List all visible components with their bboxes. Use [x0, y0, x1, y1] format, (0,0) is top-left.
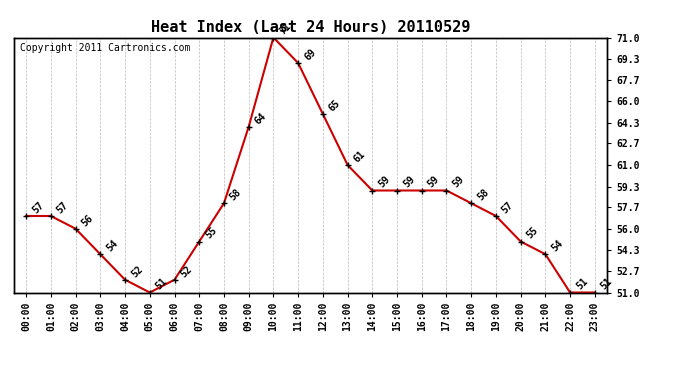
Title: Heat Index (Last 24 Hours) 20110529: Heat Index (Last 24 Hours) 20110529: [151, 20, 470, 35]
Text: 55: 55: [525, 225, 540, 241]
Text: 51: 51: [599, 276, 614, 292]
Text: 57: 57: [500, 200, 515, 215]
Text: 57: 57: [55, 200, 70, 215]
Text: 54: 54: [104, 238, 120, 254]
Text: Copyright 2011 Cartronics.com: Copyright 2011 Cartronics.com: [20, 43, 190, 52]
Text: 59: 59: [377, 174, 392, 190]
Text: 54: 54: [549, 238, 565, 254]
Text: 59: 59: [426, 174, 442, 190]
Text: 59: 59: [401, 174, 417, 190]
Text: 58: 58: [475, 187, 491, 202]
Text: 64: 64: [253, 111, 268, 126]
Text: 65: 65: [327, 98, 342, 113]
Text: 55: 55: [204, 225, 219, 241]
Text: 56: 56: [80, 213, 95, 228]
Text: 58: 58: [228, 187, 244, 202]
Text: 61: 61: [352, 149, 367, 164]
Text: 57: 57: [30, 200, 46, 215]
Text: 52: 52: [179, 264, 194, 279]
Text: 69: 69: [302, 47, 317, 62]
Text: 59: 59: [451, 174, 466, 190]
Text: 71: 71: [277, 21, 293, 37]
Text: 51: 51: [574, 276, 590, 292]
Text: 52: 52: [129, 264, 145, 279]
Text: 51: 51: [154, 276, 169, 292]
